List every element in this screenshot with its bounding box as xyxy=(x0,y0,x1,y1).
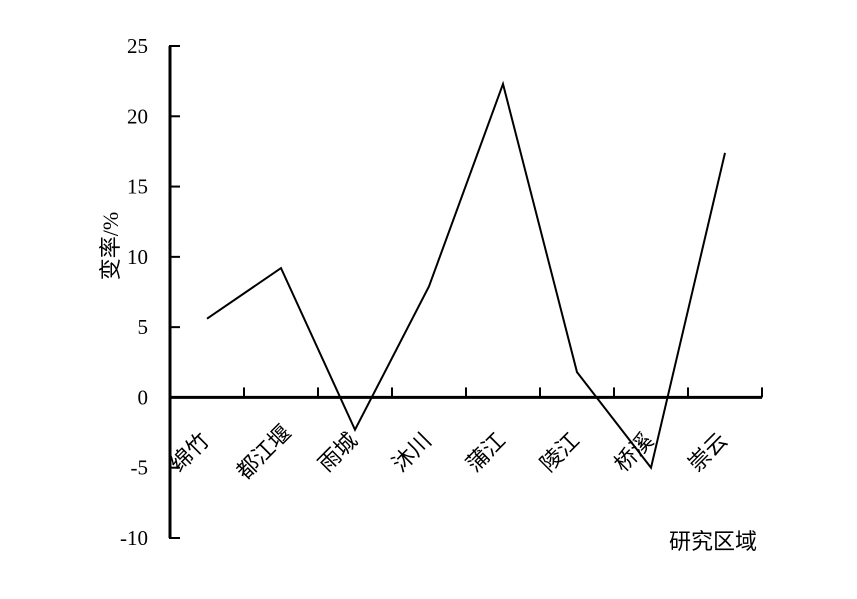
x-category-label: 崇云 xyxy=(683,428,732,477)
x-category-label: 雨城 xyxy=(313,428,362,477)
series-lines xyxy=(206,80,726,470)
y-tick-label: -10 xyxy=(120,526,148,550)
x-category-label: 蒲江 xyxy=(461,428,510,477)
x-category-label: 绵竹 xyxy=(165,428,214,477)
y-tick-label: 20 xyxy=(127,104,148,128)
x-category-label: 桥溪 xyxy=(609,428,658,477)
series-line xyxy=(206,80,726,470)
y-tick-label: 25 xyxy=(127,34,148,58)
y-tick-label: 5 xyxy=(138,315,149,339)
x-category-label: 陵江 xyxy=(535,428,584,477)
x-category-label: 都江堰 xyxy=(232,420,296,484)
y-tick-label: -5 xyxy=(131,456,149,480)
x-category-label: 沐川 xyxy=(387,428,436,477)
x-axis: 绵竹 都江堰 雨城 沐川 蒲江 陵江 桥溪 崇云 xyxy=(165,387,763,484)
y-axis-title: 变率/% xyxy=(98,212,123,280)
x-axis-title: 研究区域 xyxy=(669,529,757,554)
y-tick-label: 15 xyxy=(127,175,148,199)
y-tick-label: 10 xyxy=(127,245,148,269)
axis-labels: 变率/% 研究区域 xyxy=(98,212,757,554)
y-axis: -10 -5 0 5 10 15 20 25 xyxy=(120,34,180,550)
y-tick-label: 0 xyxy=(138,385,149,409)
